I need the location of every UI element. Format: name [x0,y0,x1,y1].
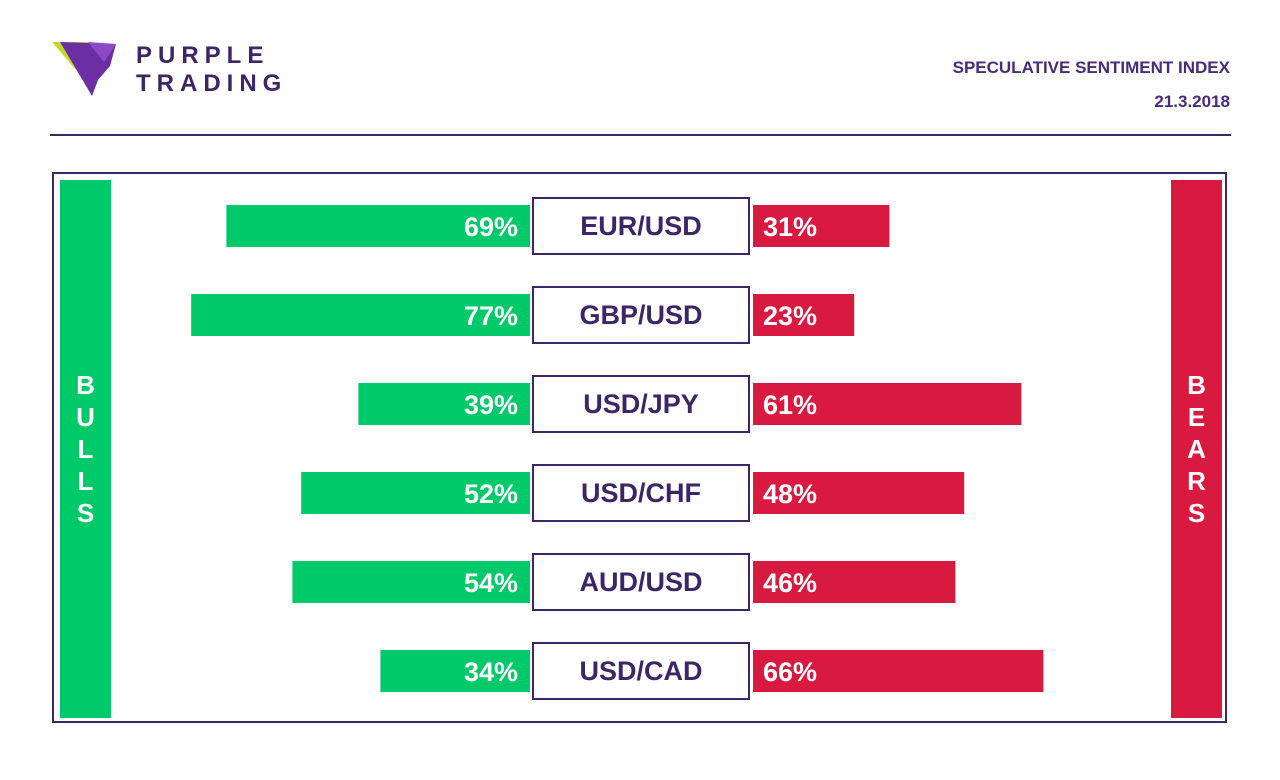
bulls-value-label: 34% [463,657,518,687]
bulls-bar [380,650,530,692]
bulls-letter: B [76,370,95,400]
currency-pair-label: AUD/USD [532,553,750,611]
brand-name: PURPLE TRADING [136,42,287,98]
bears-value-label: 31% [763,212,818,242]
bulls-letter: U [76,402,95,432]
bears-bar [753,383,1022,425]
bears-letter: R [1187,466,1206,496]
report-date: 21.3.2018 [1154,92,1230,111]
bears-bar [753,472,965,514]
bulls-value-label: 54% [463,568,518,598]
chart-frame [52,172,1227,723]
brand-line-1: PURPLE [136,42,270,69]
bears-bar [753,561,956,603]
bears-letter: A [1187,434,1206,464]
bulls-letter: L [77,466,94,496]
purple-trading-logo [52,42,116,96]
bears-side-bar: B E A R S [1171,180,1222,718]
bulls-value-label: 77% [463,301,518,331]
bulls-bar [226,205,530,247]
brand-line-2: TRADING [136,70,288,97]
currency-pair-label: GBP/USD [532,286,750,344]
bulls-letter: S [76,498,95,528]
bears-bar [753,205,890,247]
header-divider [50,134,1231,136]
bears-value-label: 61% [763,390,818,420]
currency-pair-label: USD/JPY [532,375,750,433]
report-title: SPECULATIVE SENTIMENT INDEX [952,58,1230,77]
bears-letter: E [1187,402,1206,432]
bears-letter: B [1187,370,1206,400]
bears-letter: S [1187,498,1206,528]
bears-value-label: 48% [763,479,818,509]
bears-bar [753,650,1044,692]
currency-pair-label: USD/CHF [532,464,750,522]
bears-value-label: 66% [763,657,818,687]
bears-value-label: 23% [763,301,818,331]
bulls-bar [292,561,530,603]
currency-pair-label: USD/CAD [532,642,750,700]
bulls-side-bar: B U L L S [60,180,111,718]
currency-pair-label: EUR/USD [532,197,750,255]
bears-bar [753,294,855,336]
bulls-letter: L [77,434,94,464]
bulls-bar [358,383,530,425]
bulls-value-label: 52% [463,479,518,509]
bulls-bar [301,472,530,514]
bears-value-label: 46% [763,568,818,598]
bulls-value-label: 39% [463,390,518,420]
bulls-bar [191,294,530,336]
bulls-value-label: 69% [463,212,518,242]
